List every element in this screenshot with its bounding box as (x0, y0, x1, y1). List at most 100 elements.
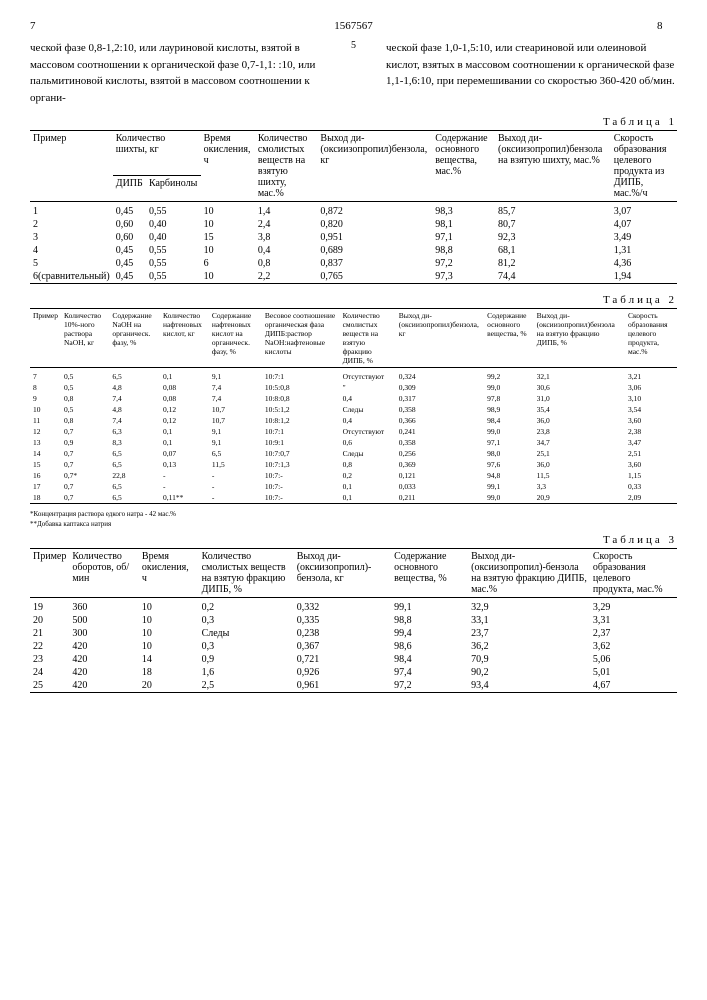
table-cell: 23 (30, 653, 69, 666)
table-cell: 10 (139, 598, 199, 615)
table-cell: 0,40 (146, 218, 201, 231)
table-cell: Следы (199, 627, 294, 640)
table-header: Выход ди-(оксиизопропил)бензола, кг (396, 309, 484, 368)
table-cell: 0,1 (160, 426, 209, 437)
table-cell: 94,8 (484, 470, 534, 481)
table-cell: 4,8 (109, 382, 160, 393)
table-cell: 3,60 (625, 459, 677, 470)
table-row: 50,450,5560,80,83797,281,24,36 (30, 257, 677, 270)
table-row: 100,54,80,1210,710:5:1,2Следы0,35898,935… (30, 404, 677, 415)
table-row: 24420181,60,92697,490,25,01 (30, 666, 677, 679)
table-cell: 20,9 (534, 492, 625, 504)
table-cell: 17 (30, 481, 61, 492)
table-cell: 0,45 (113, 244, 146, 257)
table-cell: 9,1 (209, 426, 262, 437)
table-cell: 420 (69, 666, 139, 679)
table-cell: 98,4 (391, 653, 468, 666)
table-cell: 0,55 (146, 270, 201, 284)
table-cell: 19 (30, 598, 69, 615)
table-row: 120,76,30,19,110:7:1Отсутствуют0,24199,0… (30, 426, 677, 437)
table-cell: 0,4 (340, 415, 396, 426)
table-cell: 4,8 (109, 404, 160, 415)
table-cell: 81,2 (495, 257, 611, 270)
table-cell: 3,3 (534, 481, 625, 492)
table-header: Время окисления, ч (139, 549, 199, 598)
t1-h5: Содержание основного вещества, мас.% (432, 131, 495, 202)
table-cell: 92,3 (495, 231, 611, 244)
table-cell: 1,15 (625, 470, 677, 481)
table-cell: 74,4 (495, 270, 611, 284)
table-cell: 1,31 (611, 244, 677, 257)
table2: ПримерКоличество 10%-ного раствора NaOH,… (30, 308, 677, 508)
table-cell: 11,5 (534, 470, 625, 481)
table-cell: 16 (30, 470, 61, 481)
table-cell: 30,6 (534, 382, 625, 393)
table-cell: 10:5:1,2 (262, 404, 340, 415)
table-cell: 10 (201, 202, 255, 219)
table-cell: 2,09 (625, 492, 677, 504)
table-row: 170,76,5--10:7:-0,10,03399,13,30,33 (30, 481, 677, 492)
right-paragraph: ческой фазе 1,0-1,5:10, или стеариновой … (386, 40, 677, 106)
table-cell: 0,5 (61, 368, 109, 383)
table-header: Скорость образования целевого продукта, … (590, 549, 677, 598)
table-cell: 6,5 (109, 368, 160, 383)
table-cell: 35,4 (534, 404, 625, 415)
side-marker: 5 (351, 40, 356, 106)
table-cell: 99,0 (484, 426, 534, 437)
table-cell: 11 (30, 415, 61, 426)
table-cell: 14 (30, 448, 61, 459)
table-cell: 0,1 (160, 368, 209, 383)
table-cell: 22,8 (109, 470, 160, 481)
table-cell: 10:8:0,8 (262, 393, 340, 404)
table-cell: 1,6 (199, 666, 294, 679)
table-cell: 2 (30, 218, 113, 231)
table-row: 130,98,30,19,110:9:10,60,35897,134,73,47 (30, 437, 677, 448)
table-cell: 98,9 (484, 404, 534, 415)
table-cell: 6(сравнительный) (30, 270, 113, 284)
table-cell: 300 (69, 627, 139, 640)
table-cell: 10:7:1 (262, 426, 340, 437)
table-cell: 3,21 (625, 368, 677, 383)
table-header: Выход ди-(оксиизопропил)бензола на взяту… (534, 309, 625, 368)
table-cell: 7,4 (109, 415, 160, 426)
table-cell: 14 (139, 653, 199, 666)
table-cell: 2,38 (625, 426, 677, 437)
table-cell: 3,06 (625, 382, 677, 393)
table-header: Содержание основного вещества, % (484, 309, 534, 368)
table-cell: 99,0 (484, 492, 534, 504)
table-cell: 3 (30, 231, 113, 244)
table1-caption: Таблица 1 (30, 116, 677, 128)
table-cell: 7,4 (209, 393, 262, 404)
table-cell: 0,033 (396, 481, 484, 492)
table-cell: 97,3 (432, 270, 495, 284)
table-row: 25420202,50,96197,293,44,67 (30, 679, 677, 693)
table-cell: 36,2 (468, 640, 590, 653)
table-row: 70,56,50,19,110:7:1Отсутствуют0,32499,23… (30, 368, 677, 383)
table-cell: Отсутствуют (340, 368, 396, 383)
table-header: Содержание основного вещества, % (391, 549, 468, 598)
table-cell: 0,7 (61, 426, 109, 437)
body-text: ческой фазе 0,8-1,2:10, или лауриновой к… (30, 40, 677, 106)
table-cell: 0,765 (317, 270, 432, 284)
table-cell: 3,60 (625, 415, 677, 426)
table-cell: 0,9 (61, 437, 109, 448)
table-cell: 4,67 (590, 679, 677, 693)
table-cell: 2,5 (199, 679, 294, 693)
table-cell: 10 (201, 270, 255, 284)
table-cell: 23,8 (534, 426, 625, 437)
table-cell: 5,06 (590, 653, 677, 666)
table-cell: 98,8 (391, 614, 468, 627)
t2-footnote2: **Добавка каптакса натрия (30, 520, 677, 528)
table-cell: 0,9 (199, 653, 294, 666)
table-cell: 23,7 (468, 627, 590, 640)
table-cell: 3,07 (611, 202, 677, 219)
table-cell: 0,7 (61, 459, 109, 470)
page-left: 7 (30, 20, 50, 32)
table-cell: 0,12 (160, 404, 209, 415)
table-cell: 9,1 (209, 368, 262, 383)
table-cell: 36,0 (534, 459, 625, 470)
table-cell: 0,335 (294, 614, 391, 627)
table-cell: 80,7 (495, 218, 611, 231)
t1-h1: Количество шихты, кг (113, 131, 201, 176)
table-cell: 32,9 (468, 598, 590, 615)
